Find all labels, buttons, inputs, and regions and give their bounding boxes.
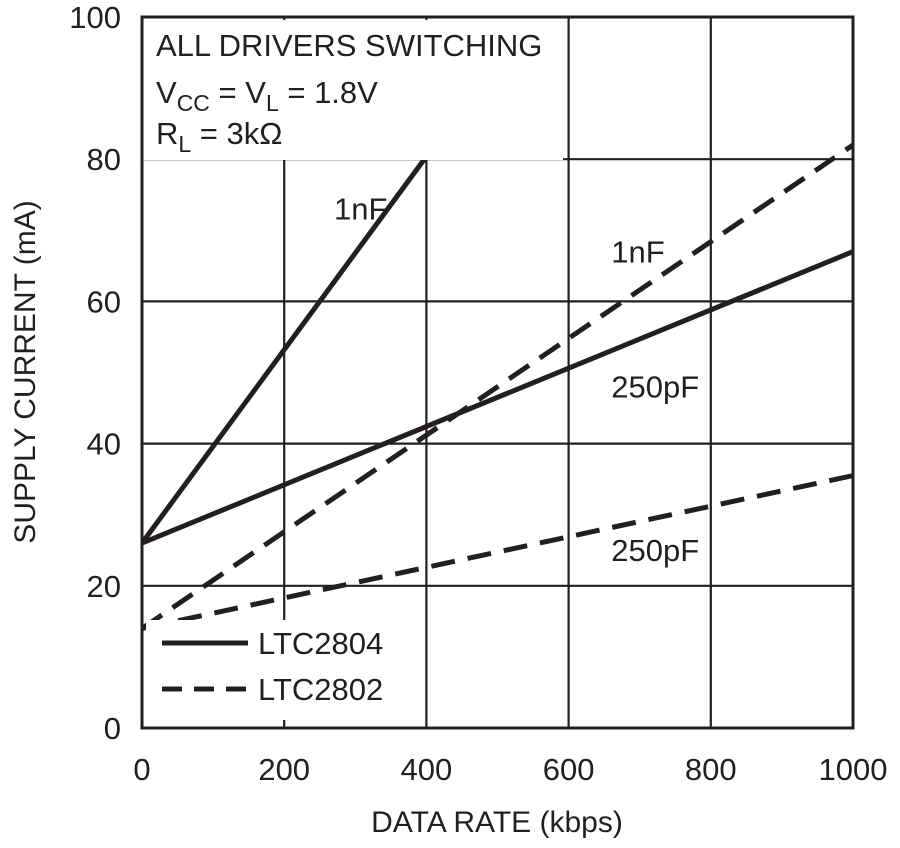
y-tick-label: 60	[87, 284, 121, 319]
y-tick-label: 80	[87, 142, 121, 177]
series-line-ltc2804-250pf	[142, 249, 853, 546]
annotation-background	[143, 20, 563, 160]
y-tick-label: 0	[104, 711, 121, 746]
curve-label: 1nF	[611, 234, 664, 269]
annotation-load-resistance: RL = 3kΩ	[156, 116, 282, 157]
curve-labels: 1nF 1nF 250pF 250pF	[334, 192, 699, 568]
y-tick-label: 100	[69, 0, 121, 35]
x-tick-label: 1000	[819, 752, 888, 787]
curve-label: 250pF	[611, 533, 699, 568]
x-tick-label: 200	[258, 752, 310, 787]
axis-ticks: 0 200 400 600 800 1000 0 20 40 60 80 100	[69, 0, 887, 787]
curve-label: 1nF	[334, 192, 387, 227]
series-line-ltc2802-1nf	[142, 142, 853, 631]
legend-background	[146, 620, 408, 720]
plot-frame	[140, 15, 855, 730]
y-tick-label: 20	[87, 569, 121, 604]
legend: LTC2804 LTC2802	[162, 626, 383, 707]
curve-label: 250pF	[611, 369, 699, 404]
series-line-ltc2802-250pf	[142, 473, 853, 631]
x-tick-label: 600	[543, 752, 595, 787]
x-axis-label: DATA RATE (kbps)	[371, 806, 623, 839]
y-tick-label: 40	[87, 427, 121, 462]
annotation-title: ALL DRIVERS SWITCHING	[156, 28, 542, 63]
annotation-supply-voltage: VCC = VL = 1.8V	[156, 75, 378, 116]
x-tick-label: 400	[401, 752, 453, 787]
legend-label: LTC2804	[258, 626, 383, 661]
y-axis-label: SUPPLY CURRENT (mA)	[9, 200, 42, 543]
x-tick-label: 800	[685, 752, 737, 787]
legend-label: LTC2802	[258, 672, 383, 707]
x-tick-label: 0	[133, 752, 150, 787]
